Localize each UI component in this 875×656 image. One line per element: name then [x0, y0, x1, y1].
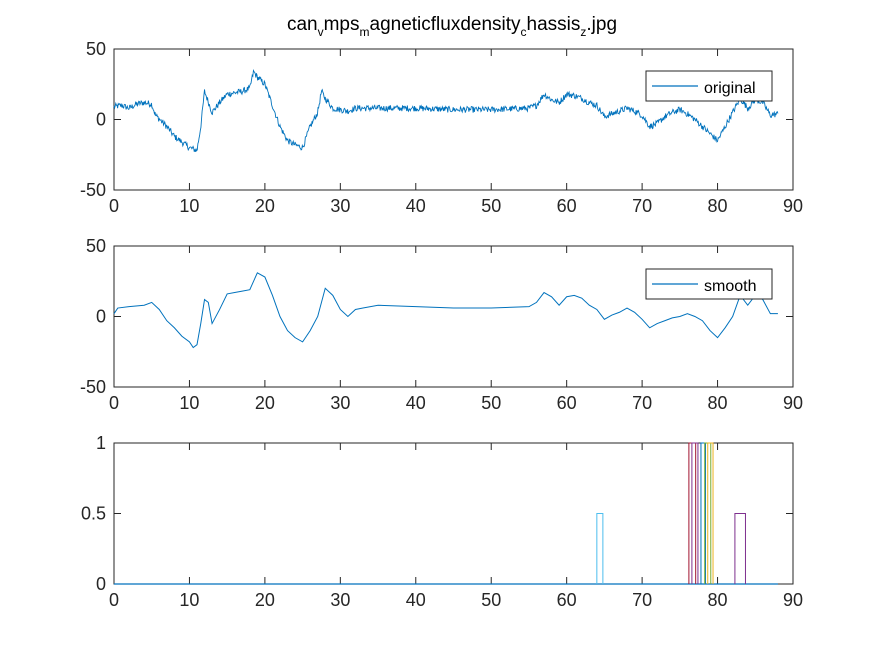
x-tick-label: 10: [179, 393, 199, 413]
x-tick-label: 70: [632, 393, 652, 413]
title-part: agneticfluxdensity: [370, 14, 522, 35]
title-part: m: [360, 25, 370, 39]
ticks-detection: 0 10 20 30 40 50 60 70 80 90 0 0.5 1: [81, 433, 803, 610]
x-tick-label: 40: [406, 196, 426, 216]
pulse-mark: [734, 513, 746, 584]
x-tick-label: 20: [255, 196, 275, 216]
x-tick-label: 80: [708, 590, 728, 610]
series-smooth: [113, 272, 778, 349]
y-tick-label: -50: [80, 377, 106, 397]
y-tick-label: 50: [86, 39, 106, 59]
x-tick-label: 20: [255, 393, 275, 413]
x-tick-label: 70: [632, 590, 652, 610]
y-tick-label: 0: [96, 110, 106, 130]
legend-label-smooth: smooth: [704, 278, 756, 295]
series-line-smooth: [113, 272, 778, 349]
pulse-mark: [691, 442, 699, 584]
axes-box-detection: [113, 442, 794, 585]
x-tick-label: 90: [783, 196, 803, 216]
legend-label-original: original: [704, 80, 756, 97]
title-part: hassis: [527, 14, 581, 35]
x-tick-label: 40: [406, 590, 426, 610]
axes-box-original: [113, 48, 794, 191]
legend-original: original: [645, 70, 773, 102]
x-tick-label: 0: [109, 393, 119, 413]
x-tick-label: 20: [255, 590, 275, 610]
x-tick-label: 60: [557, 590, 577, 610]
x-tick-label: 10: [179, 196, 199, 216]
x-tick-label: 70: [632, 196, 652, 216]
title-part: .jpg: [586, 14, 617, 35]
pulse-mark: [596, 513, 604, 584]
y-tick-label: 50: [86, 236, 106, 256]
x-tick-label: 90: [783, 590, 803, 610]
x-tick-label: 30: [330, 590, 350, 610]
y-tick-label: 0: [96, 307, 106, 327]
pulse-mark: [707, 442, 714, 584]
y-tick-label: 1: [96, 433, 106, 453]
series-original: [113, 68, 779, 152]
y-tick-label: 0: [96, 574, 106, 594]
series-detection: [114, 442, 778, 585]
legend-smooth: smooth: [645, 268, 773, 300]
x-tick-label: 50: [481, 196, 501, 216]
title-part: c: [521, 25, 527, 39]
subplot-detection: 0 10 20 30 40 50 60 70 80 90 0 0.5 1: [81, 433, 803, 610]
x-tick-label: 30: [330, 393, 350, 413]
title-part: z: [580, 25, 586, 39]
title-part: can: [287, 14, 318, 35]
x-tick-label: 40: [406, 393, 426, 413]
x-tick-label: 0: [109, 590, 119, 610]
x-tick-label: 60: [557, 196, 577, 216]
x-tick-label: 10: [179, 590, 199, 610]
pulse-mark: [700, 442, 706, 584]
x-tick-label: 30: [330, 196, 350, 216]
y-tick-label: 0.5: [81, 504, 106, 524]
x-tick-label: 90: [783, 393, 803, 413]
x-tick-label: 80: [708, 393, 728, 413]
title-part: mps: [324, 14, 360, 35]
title-part: v: [318, 25, 324, 39]
x-tick-label: 50: [481, 590, 501, 610]
figure-title: canvmpsmagneticfluxdensitychassisz.jpg: [287, 14, 617, 39]
series-line-original: [113, 68, 779, 152]
x-tick-label: 50: [481, 393, 501, 413]
y-tick-label: -50: [80, 180, 106, 200]
x-tick-label: 60: [557, 393, 577, 413]
x-tick-label: 80: [708, 196, 728, 216]
x-tick-label: 0: [109, 196, 119, 216]
